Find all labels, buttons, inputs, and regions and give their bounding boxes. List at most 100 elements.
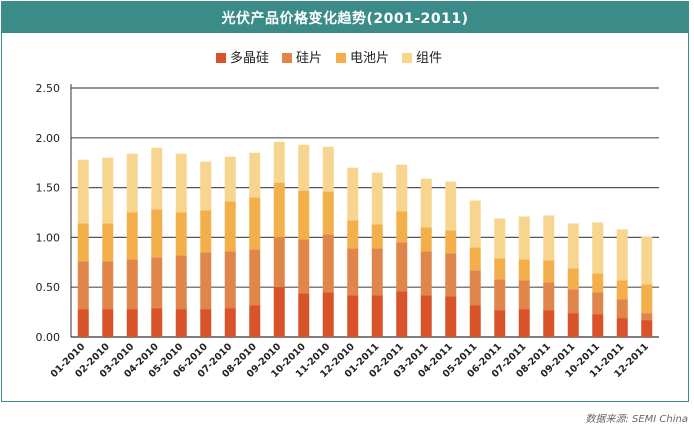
bar-segment [77,159,89,224]
bar-segment [396,242,408,292]
bar-segment [77,309,89,337]
bar-segment [322,234,334,293]
bar-segment [347,220,359,249]
bar-segment [249,305,261,337]
bar-segment [224,156,236,202]
bar-segment [371,295,383,337]
bar-segment [592,292,604,315]
bar-segment [616,229,628,281]
bar-segment [371,248,383,296]
bar-segment [543,215,555,261]
bar-segment [298,239,310,294]
bar-segment [518,309,530,337]
bar-segment [543,310,555,337]
y-tick-label: 2.50 [36,82,61,95]
stacked-bar-chart: 0.000.501.001.502.002.5001-201002-201003… [36,50,659,380]
bar-segment [102,223,114,262]
legend-swatch [216,53,226,63]
bar-segment [298,190,310,240]
y-tick-label: 2.00 [36,132,61,145]
bar-segment [77,223,89,262]
bar-segment [445,181,457,231]
chart-card: 光伏产品价格变化趋势(2001-2011) 0.00 0.50 1.00 1.50 2.… [1,1,689,402]
bar-segment [641,313,653,321]
legend-swatch [336,53,346,63]
bar-segment [200,309,212,337]
y-tick-label: 0.50 [36,281,61,294]
bar-segment [102,309,114,337]
bar-segment [175,255,187,310]
bar-segment [518,259,530,281]
bar-segment [494,279,506,311]
chart-title: 光伏产品价格变化趋势(2001-2011) [2,2,688,33]
bar-segment [273,237,285,288]
bar-segment [616,318,628,337]
bar-segment [347,167,359,221]
bar-segment [126,212,138,260]
legend-label: 电池片 [350,51,389,66]
bar-segment [151,209,163,258]
bar-segment [567,268,579,290]
bar-segment [396,291,408,337]
bar-segment [543,260,555,283]
bar-segment [224,308,236,337]
y-tick-label: 1.00 [36,231,61,244]
bar-segment [641,236,653,285]
bar-segment [126,309,138,337]
bar-segment [224,201,236,252]
bar-segment [175,212,187,256]
bar-segment [494,218,506,259]
bar-segment [567,289,579,314]
bar-segment [200,252,212,310]
bar-segment [445,296,457,337]
bar-segment [543,282,555,311]
bar-segment [273,182,285,238]
legend-label: 多晶硅 [230,50,269,66]
bar-segment [249,249,261,306]
y-tick-label: 0.00 [36,331,61,344]
bar-segment [298,144,310,191]
bar-segment [518,216,530,260]
legend-label: 组件 [416,51,442,66]
bar-segment [200,210,212,253]
bar-segment [641,284,653,314]
legend-label: 硅片 [296,51,322,66]
bar-segment [298,293,310,337]
bar-segment [273,141,285,183]
bar-segment [420,251,432,296]
bar-segment [151,308,163,337]
source-note: 数据来源: SEMI China [585,414,688,425]
bar-segment [175,309,187,337]
bar-segment [445,253,457,297]
bar-segment [592,314,604,337]
bar-segment [200,161,212,211]
y-tick-label: 1.50 [36,182,61,195]
bar-segment [322,191,334,235]
bar-segment [420,227,432,252]
bar-segment [567,223,579,269]
bar-segment [151,257,163,309]
bar-segment [396,211,408,243]
bar-segment [322,146,334,192]
bar-segment [641,320,653,337]
bar-segment [420,178,432,228]
bar-segment [126,259,138,310]
bar-segment [396,164,408,212]
bar-segment [347,248,359,296]
bar-segment [126,153,138,213]
bar-segment [616,299,628,319]
bar-segment [249,152,261,198]
bar-segment [592,273,604,293]
bar-segment [469,247,481,271]
bar-segment [224,251,236,309]
bar-segment [420,295,432,337]
bar-segment [592,222,604,274]
bar-segment [102,157,114,224]
legend-swatch [402,53,412,63]
bar-segment [102,261,114,310]
bar-segment [273,287,285,337]
bar-segment [494,310,506,337]
bar-segment [567,313,579,337]
bar-segment [322,292,334,337]
legend-swatch [282,53,292,63]
